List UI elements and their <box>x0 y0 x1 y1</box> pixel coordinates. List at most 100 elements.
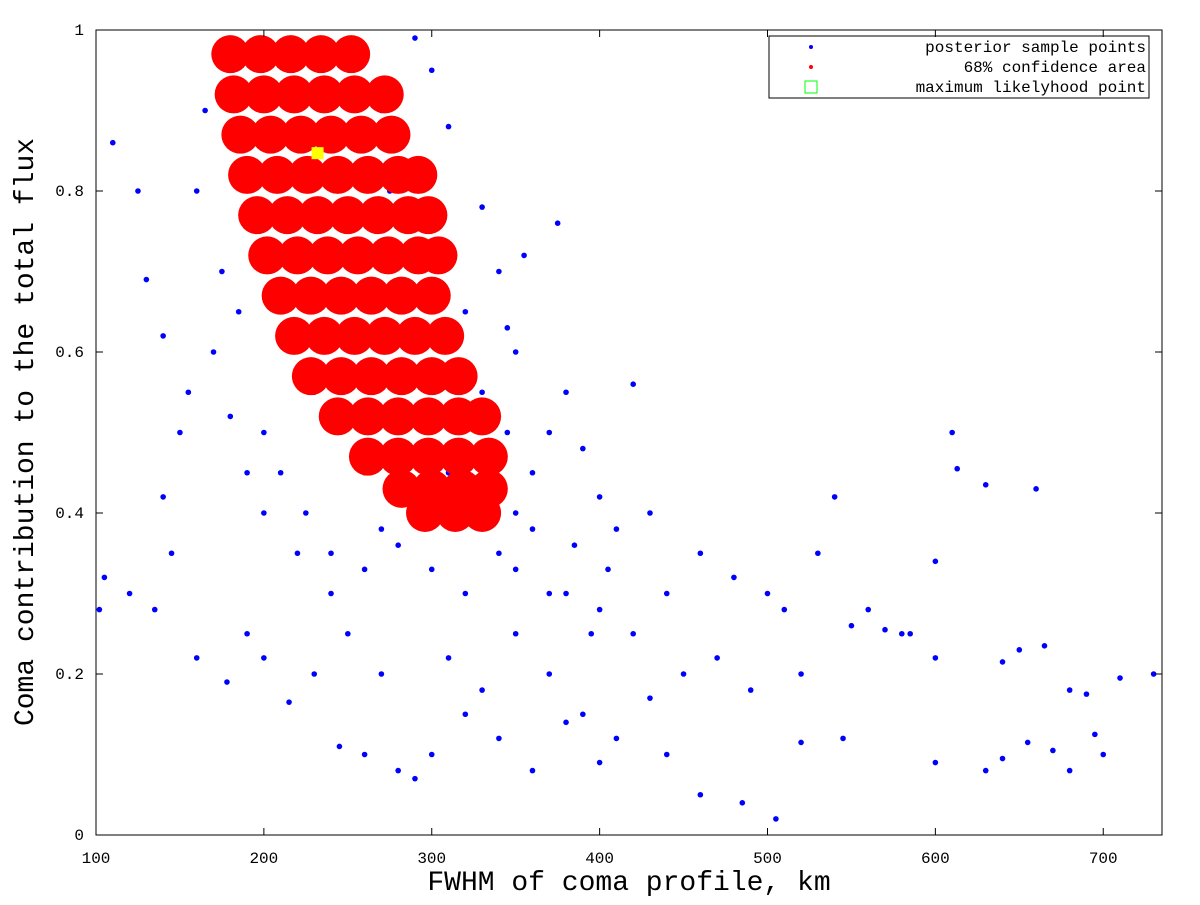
legend-marker <box>804 80 818 94</box>
sample-point <box>412 775 418 782</box>
confidence-point <box>365 75 404 114</box>
sample-point <box>563 389 569 396</box>
x-tick-label: 200 <box>249 850 278 868</box>
sample-point <box>521 252 527 259</box>
sample-point <box>311 671 318 677</box>
sample-point <box>596 759 603 766</box>
sample-point <box>96 606 103 613</box>
sample-point <box>479 389 485 396</box>
confidence-point <box>352 276 391 315</box>
sample-point <box>529 469 536 476</box>
sample-point <box>504 429 511 436</box>
sample-point <box>512 630 519 637</box>
sample-point <box>219 268 225 275</box>
confidence-point <box>469 437 508 476</box>
sample-point <box>126 590 133 597</box>
sample-point <box>496 735 502 742</box>
confidence-point <box>251 115 290 154</box>
sample-point <box>361 751 368 758</box>
x-tick-label: 700 <box>1089 850 1118 868</box>
sample-point <box>714 655 720 661</box>
confidence-point <box>244 75 283 114</box>
confidence-point <box>288 155 327 194</box>
y-tick-label: 0 <box>74 827 84 845</box>
sample-point <box>286 699 292 705</box>
sample-point <box>865 606 872 613</box>
confidence-point <box>322 357 361 396</box>
confidence-point <box>372 115 411 154</box>
sample-point <box>277 469 284 476</box>
sample-point <box>261 655 267 661</box>
sample-point <box>395 767 401 774</box>
sample-point <box>613 735 620 742</box>
sample-point <box>512 510 519 516</box>
sample-point <box>663 590 670 597</box>
sample-point <box>135 188 141 194</box>
y-axis-label: Coma contribution to the total flux <box>11 138 42 726</box>
sample-point <box>101 574 108 581</box>
sample-point <box>798 739 804 746</box>
sample-point <box>596 494 603 500</box>
sample-point <box>630 630 636 637</box>
sample-point <box>1024 739 1031 746</box>
confidence-point <box>419 236 458 275</box>
sample-point <box>244 630 250 637</box>
sample-point <box>663 751 670 758</box>
sample-point <box>1066 767 1073 774</box>
confidence-point <box>352 357 391 396</box>
confidence-point <box>409 397 448 436</box>
sample-point <box>428 67 435 74</box>
x-tick-label: 100 <box>82 850 111 868</box>
sample-point <box>462 308 469 315</box>
sample-point <box>1150 671 1157 677</box>
confidence-point <box>379 397 418 436</box>
sample-point <box>932 655 939 661</box>
sample-point <box>546 590 553 597</box>
confidence-point <box>214 75 253 114</box>
sample-point <box>445 655 452 661</box>
sample-point <box>999 755 1006 762</box>
legend-label: maximum likelyhood point <box>916 79 1146 97</box>
sample-point <box>210 349 217 355</box>
confidence-point <box>338 236 377 275</box>
confidence-point <box>335 316 374 355</box>
sample-point <box>563 719 569 726</box>
sample-point <box>764 590 771 597</box>
plot-area <box>96 35 1157 822</box>
sample-point <box>1100 751 1107 758</box>
sample-point <box>647 510 653 516</box>
confidence-point <box>379 437 418 476</box>
sample-point <box>907 630 913 637</box>
sample-point <box>1016 647 1023 653</box>
sample-point <box>328 590 334 597</box>
x-tick-label: 600 <box>921 850 950 868</box>
sample-point <box>781 606 788 613</box>
sample-point <box>697 550 704 557</box>
confidence-point <box>365 316 404 355</box>
sample-point <box>328 550 334 557</box>
x-tick-label: 500 <box>753 850 782 868</box>
sample-point <box>1041 643 1048 649</box>
confidence-point <box>332 35 371 74</box>
sample-point <box>261 429 267 436</box>
sample-point <box>747 687 754 693</box>
sample-point <box>160 333 166 339</box>
sample-point <box>193 188 200 194</box>
sample-point <box>1083 691 1090 697</box>
confidence-point <box>436 494 475 532</box>
sample-point <box>294 550 301 557</box>
confidence-point <box>312 115 351 154</box>
confidence-point <box>261 276 300 315</box>
sample-point <box>613 526 620 532</box>
confidence-point <box>426 316 465 355</box>
sample-point <box>227 413 234 420</box>
sample-point <box>177 429 183 436</box>
sample-point <box>697 791 704 798</box>
y-tick-label: 0.6 <box>55 344 84 362</box>
confidence-point <box>278 236 317 275</box>
sample-point <box>496 268 502 275</box>
sample-point <box>504 325 511 331</box>
confidence-point <box>335 75 374 114</box>
sample-point <box>336 743 343 750</box>
confidence-point <box>271 35 310 74</box>
